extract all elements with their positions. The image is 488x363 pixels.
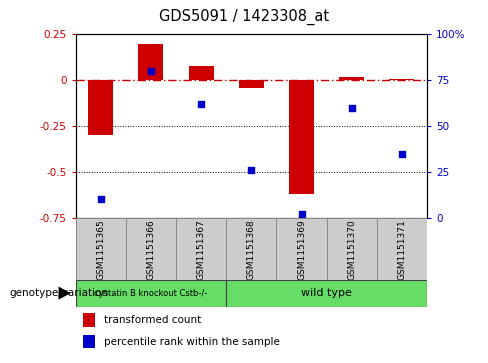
Bar: [339, 77, 364, 80]
Text: GSM1151368: GSM1151368: [247, 220, 256, 280]
Point: [247, 167, 255, 173]
Text: GSM1151370: GSM1151370: [347, 220, 356, 280]
Bar: [82, 313, 95, 327]
Point: [147, 68, 155, 74]
Polygon shape: [59, 287, 71, 299]
Bar: [239, 80, 264, 87]
Bar: [377, 218, 427, 280]
Point: [298, 211, 305, 217]
Text: wild type: wild type: [301, 288, 352, 298]
Text: GSM1151365: GSM1151365: [96, 220, 105, 280]
Bar: [389, 79, 414, 80]
Bar: [76, 280, 226, 307]
Bar: [139, 44, 163, 80]
Text: GSM1151371: GSM1151371: [397, 220, 407, 280]
Text: cystatin B knockout Cstb-/-: cystatin B knockout Cstb-/-: [94, 289, 207, 298]
Bar: [276, 218, 326, 280]
Text: GSM1151366: GSM1151366: [146, 220, 156, 280]
Bar: [188, 66, 214, 80]
Bar: [76, 218, 126, 280]
Bar: [176, 218, 226, 280]
Text: percentile rank within the sample: percentile rank within the sample: [104, 337, 280, 347]
Bar: [226, 280, 427, 307]
Text: GSM1151367: GSM1151367: [197, 220, 205, 280]
Bar: [88, 80, 113, 135]
Bar: [126, 218, 176, 280]
Point: [97, 197, 104, 203]
Text: genotype/variation: genotype/variation: [10, 288, 109, 298]
Point: [398, 151, 406, 156]
Bar: [289, 80, 314, 194]
Point: [197, 101, 205, 107]
Text: GSM1151369: GSM1151369: [297, 220, 306, 280]
Bar: [326, 218, 377, 280]
Bar: [226, 218, 276, 280]
Text: GDS5091 / 1423308_at: GDS5091 / 1423308_at: [159, 9, 329, 25]
Bar: [82, 335, 95, 348]
Text: transformed count: transformed count: [104, 315, 201, 325]
Point: [348, 105, 356, 111]
